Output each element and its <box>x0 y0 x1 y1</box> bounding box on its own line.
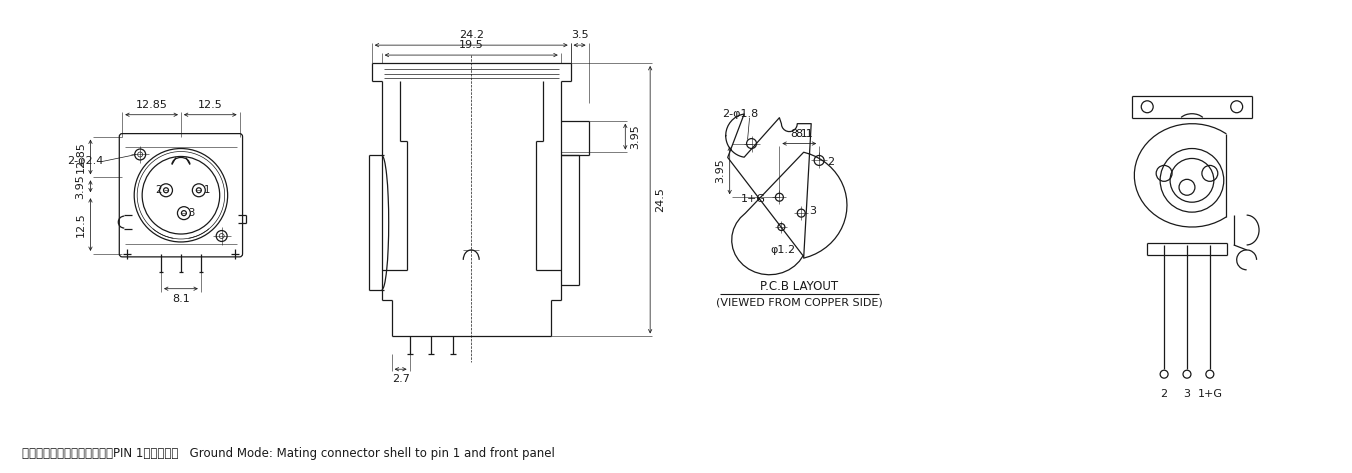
Text: 3: 3 <box>189 208 195 218</box>
Text: 1+G: 1+G <box>741 194 765 204</box>
Text: (VIEWED FROM COPPER SIDE): (VIEWED FROM COPPER SIDE) <box>717 298 883 307</box>
Text: 12.85: 12.85 <box>76 141 85 173</box>
Text: 24.2: 24.2 <box>458 30 484 40</box>
Text: 8.1: 8.1 <box>791 129 808 139</box>
Text: 2-φ1.8: 2-φ1.8 <box>722 109 758 119</box>
Text: 19.5: 19.5 <box>458 40 484 50</box>
Text: 2: 2 <box>1160 389 1168 399</box>
Text: 8.1: 8.1 <box>795 129 813 139</box>
Text: 接地方式：相配的插头外壳与PIN 1及面板连接   Ground Mode: Mating connector shell to pin 1 and front: 接地方式：相配的插头外壳与PIN 1及面板连接 Ground Mode: Mat… <box>22 447 554 460</box>
Text: 3: 3 <box>810 206 817 216</box>
Text: 1+G: 1+G <box>1198 389 1222 399</box>
Text: 12.5: 12.5 <box>76 212 85 237</box>
Text: 2: 2 <box>827 158 834 167</box>
Text: 1: 1 <box>204 185 210 195</box>
Text: 12.85: 12.85 <box>135 100 168 110</box>
Text: 3.95: 3.95 <box>76 174 85 199</box>
Text: 3.95: 3.95 <box>630 124 641 149</box>
Text: φ1.2: φ1.2 <box>771 245 796 255</box>
Text: P.C.B LAYOUT: P.C.B LAYOUT <box>760 280 838 293</box>
Text: 2.7: 2.7 <box>392 374 410 384</box>
Text: 3.95: 3.95 <box>715 158 725 183</box>
Text: 2: 2 <box>155 185 161 195</box>
Text: 12.5: 12.5 <box>197 100 223 110</box>
Text: 8.1: 8.1 <box>172 294 189 304</box>
Text: 24.5: 24.5 <box>656 187 665 212</box>
Text: 3.5: 3.5 <box>571 30 588 40</box>
Text: 3: 3 <box>1183 389 1191 399</box>
Text: 2-φ2.4: 2-φ2.4 <box>68 157 104 166</box>
